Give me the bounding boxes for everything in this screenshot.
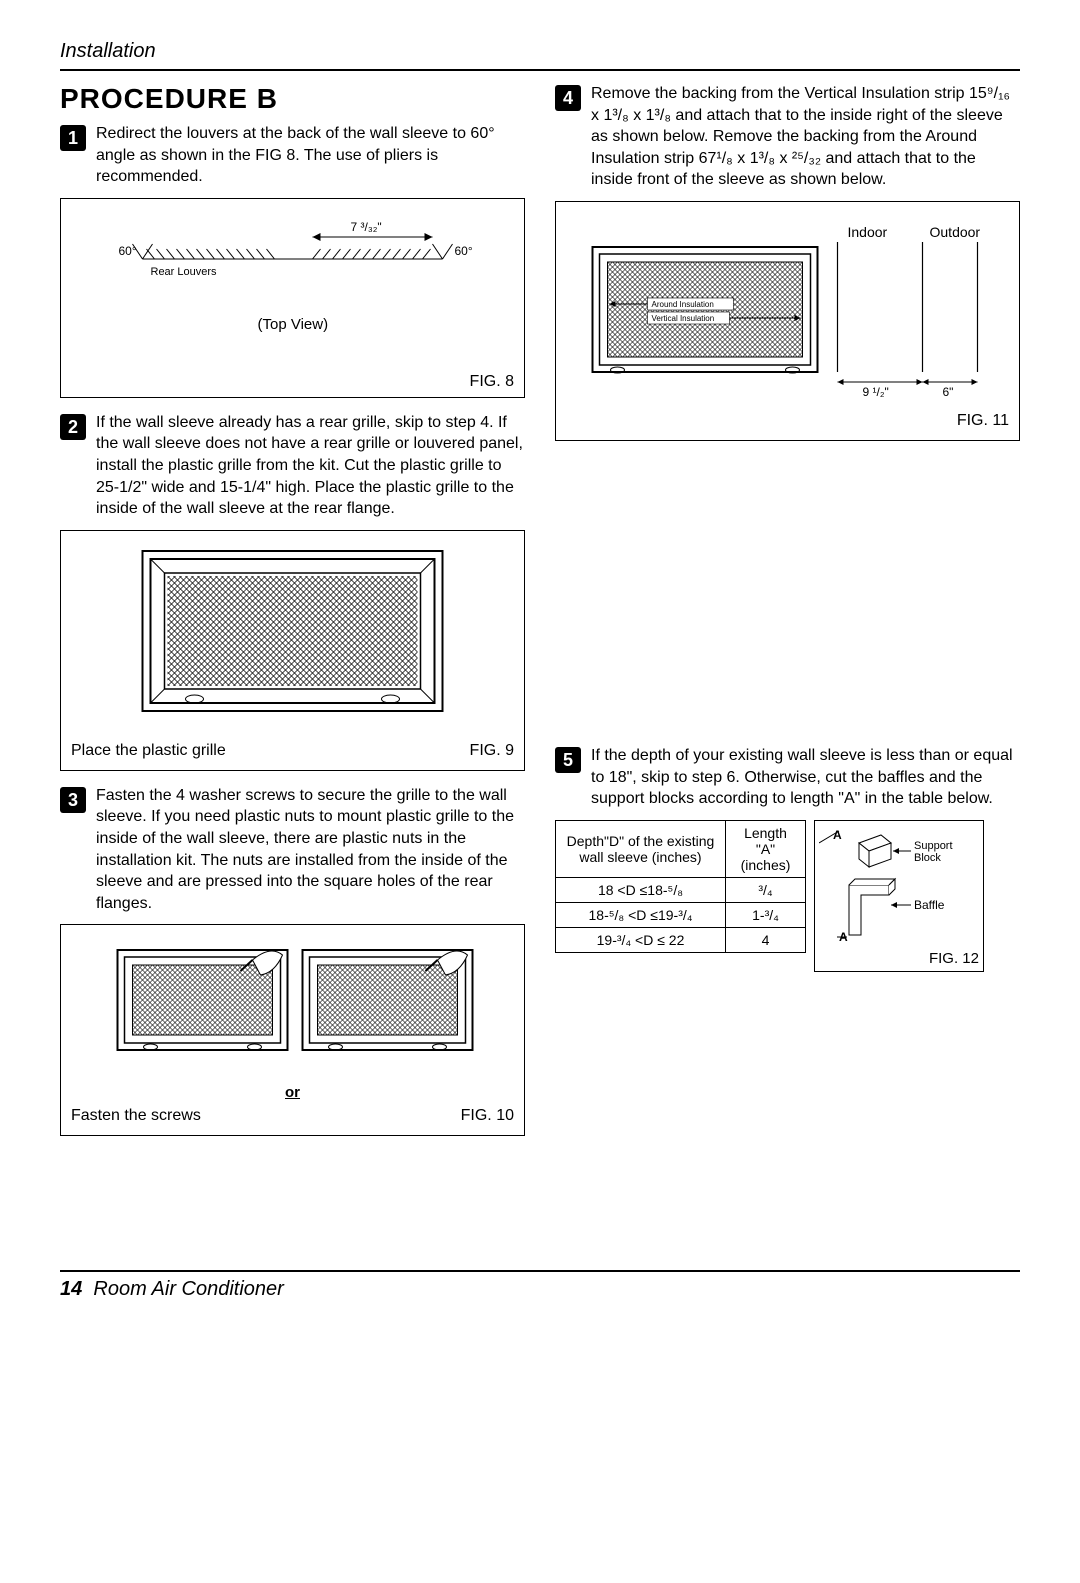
figure-8: 60° 60° 7 ³/₃₂" Rear Louvers (Top View) … [60, 198, 525, 398]
section-header: Installation [60, 40, 1020, 71]
figure-12: A Support Block Baffle [814, 820, 984, 972]
fig8-svg: 60° 60° 7 ³/₃₂" Rear Louvers (Top View) [71, 209, 514, 369]
dim-9half: 9 ¹/₂" [863, 385, 889, 399]
angle-left: 60° [119, 244, 137, 258]
th-length: Length "A" (inches) [726, 820, 806, 877]
fig10-label: FIG. 10 [461, 1107, 514, 1125]
step-badge-3: 3 [60, 787, 86, 813]
step-badge-5: 5 [555, 747, 581, 773]
support-block-label: Support [914, 840, 953, 852]
fig10-or: or [71, 1084, 514, 1101]
around-insulation-label: Around Insulation [652, 300, 714, 309]
table-row: 19-³/₄ <D ≤ 22 4 [556, 927, 806, 952]
step-badge-1: 1 [60, 125, 86, 151]
table-row: 18-⁵/₈ <D ≤19-³/₄ 1-³/₄ [556, 902, 806, 927]
vertical-insulation-label: Vertical Insulation [652, 314, 715, 323]
step-2: 2 If the wall sleeve already has a rear … [60, 412, 525, 520]
table-and-fig12: Depth"D" of the existing wall sleeve (in… [555, 820, 1020, 972]
page-footer: 14 Room Air Conditioner [60, 1270, 1020, 1301]
left-column: PROCEDURE B 1 Redirect the louvers at th… [60, 83, 525, 1150]
fig9-svg [71, 541, 514, 731]
step-1: 1 Redirect the louvers at the back of th… [60, 123, 525, 188]
outdoor-label: Outdoor [930, 224, 981, 240]
step-2-text: If the wall sleeve already has a rear gr… [96, 412, 525, 520]
step-4-text: Remove the backing from the Vertical Ins… [591, 83, 1020, 191]
fig10-svg [71, 935, 514, 1075]
page-number: 14 [60, 1278, 82, 1300]
procedure-title: PROCEDURE B [60, 83, 525, 115]
step-badge-4: 4 [555, 85, 581, 111]
fig9-label: FIG. 9 [470, 742, 514, 760]
angle-right: 60° [455, 244, 473, 258]
fig11-label: FIG. 11 [566, 412, 1009, 430]
step-3-text: Fasten the 4 washer screws to secure the… [96, 785, 525, 915]
step-3: 3 Fasten the 4 washer screws to secure t… [60, 785, 525, 915]
step-1-text: Redirect the louvers at the back of the … [96, 123, 525, 188]
indoor-label: Indoor [848, 224, 888, 240]
step-4: 4 Remove the backing from the Vertical I… [555, 83, 1020, 191]
two-column-layout: PROCEDURE B 1 Redirect the louvers at th… [60, 83, 1020, 1150]
figure-11: Indoor Outdoor Around Insula [555, 201, 1020, 441]
baffle-label: Baffle [914, 898, 945, 912]
step-badge-2: 2 [60, 414, 86, 440]
right-column: 4 Remove the backing from the Vertical I… [555, 83, 1020, 1150]
rear-louvers-label: Rear Louvers [151, 266, 218, 278]
top-view-label: (Top View) [258, 316, 329, 333]
fig10-caption: Fasten the screws [71, 1107, 201, 1125]
step-5: 5 If the depth of your existing wall sle… [555, 745, 1020, 810]
dim-6: 6" [943, 385, 954, 399]
svg-text:Block: Block [914, 852, 941, 864]
th-depth: Depth"D" of the existing wall sleeve (in… [556, 820, 726, 877]
fig8-dim: 7 ³/₃₂" [351, 220, 382, 234]
figure-9: Place the plastic grille FIG. 9 [60, 530, 525, 771]
footer-title: Room Air Conditioner [93, 1278, 283, 1300]
fig8-label: FIG. 8 [470, 373, 514, 391]
fig12-A-top: A [833, 828, 842, 842]
table-row: 18 <D ≤18-⁵/₈ ³/₄ [556, 877, 806, 902]
figure-10: or Fasten the screws FIG. 10 [60, 924, 525, 1136]
depth-table: Depth"D" of the existing wall sleeve (in… [555, 820, 806, 953]
fig12-svg: A Support Block Baffle [819, 825, 979, 945]
fig12-label: FIG. 12 [819, 950, 979, 967]
fig11-svg: Indoor Outdoor Around Insula [566, 212, 1009, 407]
fig9-caption: Place the plastic grille [71, 742, 226, 760]
step-5-text: If the depth of your existing wall sleev… [591, 745, 1020, 810]
